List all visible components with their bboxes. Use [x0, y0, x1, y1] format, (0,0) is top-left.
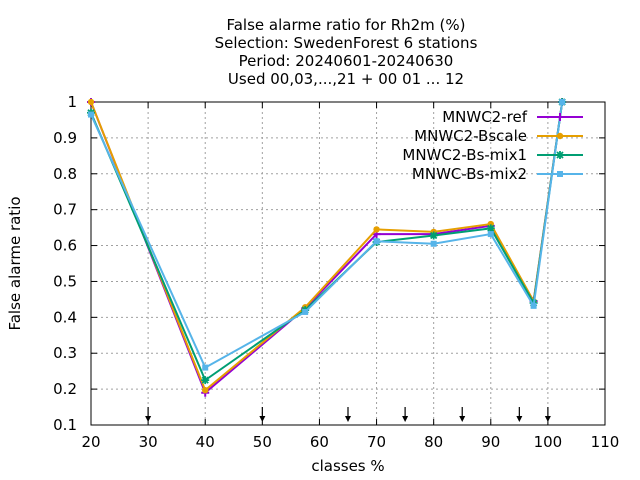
y-axis-ticks: 0.1 0.2 0.3 0.4 0.5 0.6 0.7 0.8 0.9 1	[53, 93, 605, 434]
y-axis-label: False alarme ratio	[6, 196, 24, 330]
arrow-markers	[145, 407, 551, 422]
series-lines	[87, 98, 567, 397]
x-tick-label: 70	[367, 433, 386, 451]
data-point	[87, 98, 95, 106]
y-tick-label: 0.7	[53, 201, 77, 219]
arrow-marker	[402, 407, 409, 422]
data-point	[430, 240, 437, 247]
data-point	[202, 386, 209, 394]
x-axis-ticks: 20 30 40 50 60 70 80 90 100 110	[81, 102, 619, 451]
legend-label: MNWC2-ref	[442, 108, 527, 126]
series-line	[90, 101, 564, 382]
y-tick-label: 0.5	[53, 272, 77, 290]
x-axis-label: classes %	[311, 457, 384, 475]
arrow-marker	[345, 407, 351, 422]
x-tick-label: 20	[81, 433, 100, 451]
arrow-marker	[259, 407, 266, 422]
data-point	[373, 226, 380, 233]
y-tick-label: 0.2	[53, 380, 77, 398]
data-point	[373, 238, 380, 245]
title-line: Selection: SwedenForest 6 stations	[215, 34, 478, 52]
series-line	[90, 101, 564, 392]
x-tick-label: 100	[534, 433, 563, 451]
data-point	[486, 224, 495, 233]
data-point	[202, 364, 209, 371]
y-tick-label: 0.1	[53, 416, 77, 434]
data-point	[487, 231, 494, 238]
legend-label: MNWC2-Bs-mix1	[402, 146, 527, 164]
x-tick-label: 110	[591, 433, 620, 451]
y-tick-label: 0.6	[53, 237, 77, 255]
data-point	[559, 99, 566, 105]
x-tick-label: 80	[424, 433, 443, 451]
legend: MNWC2-refMNWC2-BscaleMNWC2-Bs-mix1MNWC-B…	[402, 108, 583, 183]
legend-label: MNWC-Bs-mix2	[412, 165, 527, 183]
arrow-marker	[516, 407, 523, 422]
x-tick-label: 30	[139, 433, 158, 451]
data-point	[557, 171, 563, 177]
legend-entry: MNWC2-Bs-mix1	[402, 146, 583, 164]
x-tick-label: 50	[253, 433, 272, 451]
y-tick-label: 0.3	[53, 344, 77, 362]
y-tick-label: 0.9	[53, 129, 77, 147]
data-point	[556, 151, 564, 159]
data-point	[302, 308, 309, 315]
x-tick-label: 60	[310, 433, 329, 451]
x-tick-label: 90	[481, 433, 500, 451]
data-point	[556, 132, 564, 140]
data-point	[556, 113, 564, 121]
legend-entry: MNWC2-Bscale	[414, 127, 583, 145]
series-line	[90, 101, 564, 369]
chart-title: False alarme ratio for Rh2m (%)Selection…	[215, 16, 478, 88]
data-point	[201, 376, 210, 385]
title-line: Period: 20240601-20240630	[239, 52, 454, 70]
data-point	[530, 302, 537, 309]
title-line: False alarme ratio for Rh2m (%)	[226, 16, 465, 34]
data-point	[88, 111, 94, 118]
arrow-marker	[544, 407, 551, 422]
data-point	[429, 231, 438, 240]
y-tick-label: 0.4	[53, 308, 77, 326]
title-line: Used 00,03,...,21 + 00 01 ... 12	[228, 70, 464, 88]
plot-border	[90, 101, 606, 426]
arrow-marker	[145, 407, 152, 422]
legend-entry: MNWC-Bs-mix2	[412, 165, 583, 183]
series-3	[88, 99, 566, 371]
legend-label: MNWC2-Bscale	[414, 127, 527, 145]
legend-entry: MNWC2-ref	[442, 108, 583, 126]
arrow-marker	[459, 407, 466, 422]
y-tick-label: 1	[67, 93, 77, 111]
x-tick-label: 40	[196, 433, 215, 451]
y-tick-label: 0.8	[53, 165, 77, 183]
